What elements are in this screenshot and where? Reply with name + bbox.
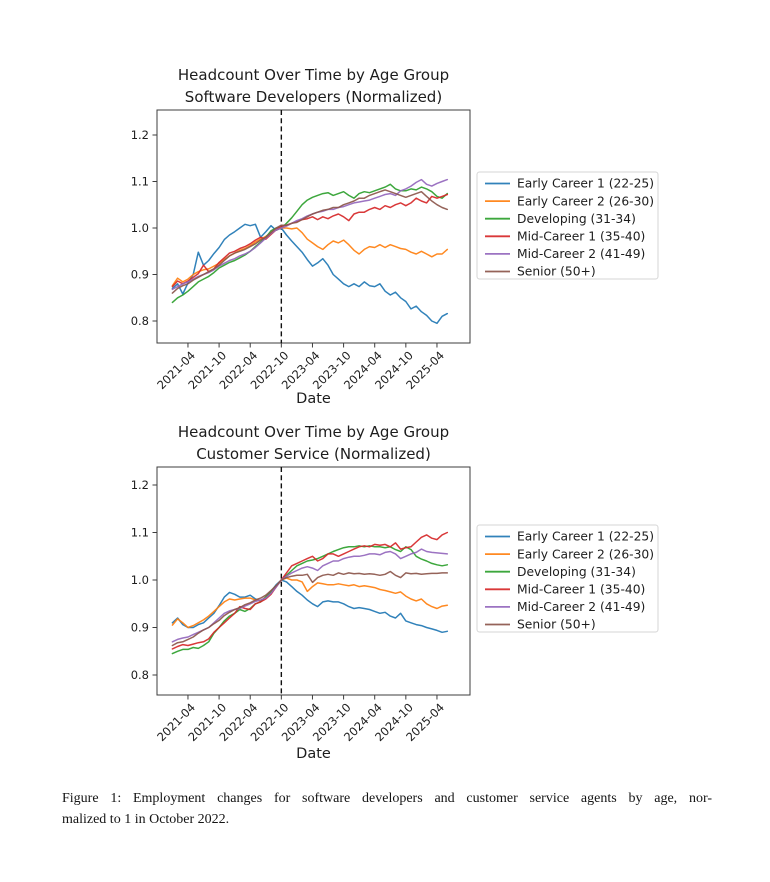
series-line-early-career-2-26-30 bbox=[171, 227, 449, 287]
legend-label: Early Career 2 (26-30) bbox=[517, 194, 654, 208]
chart-subtitle: Software Developers (Normalized) bbox=[185, 88, 442, 106]
legend-box bbox=[476, 171, 659, 280]
legend-label: Mid-Career 1 (35-40) bbox=[517, 583, 645, 597]
software-developers-normalized-chart: Headcount Over Time by Age Group Software… bbox=[131, 66, 659, 407]
chart-title: Headcount Over Time by Age Group bbox=[178, 66, 449, 84]
series-line-early-career-2-26-30 bbox=[171, 577, 449, 629]
legend-label: Developing (31-34) bbox=[517, 212, 636, 226]
series-line-developing-31-34 bbox=[171, 545, 449, 655]
y-tick-label: 1.0 bbox=[131, 221, 149, 235]
legend-label: Senior (50+) bbox=[517, 265, 596, 279]
legend-label: Mid-Career 1 (35-40) bbox=[517, 230, 645, 244]
series-line-mid-career-1-35-40 bbox=[171, 193, 449, 288]
series-line-early-career-1-22-25 bbox=[171, 223, 449, 325]
y-tick-label: 1.2 bbox=[131, 478, 149, 492]
y-tick-label: 1.0 bbox=[131, 573, 149, 587]
customer-service-normalized-chart: Headcount Over Time by Age Group Customer… bbox=[131, 423, 659, 762]
legend-label: Mid-Career 2 (41-49) bbox=[517, 247, 645, 261]
legend: Early Career 1 (22-25) Early Career 2 (26… bbox=[476, 171, 659, 280]
legend: Early Career 1 (22-25) Early Career 2 (26… bbox=[476, 524, 659, 633]
figure-charts: Headcount Over Time by Age Group Software… bbox=[131, 66, 659, 762]
legend-label: Developing (31-34) bbox=[517, 565, 636, 579]
legend-label: Mid-Career 2 (41-49) bbox=[517, 600, 645, 614]
legend-label: Early Career 1 (22-25) bbox=[517, 177, 654, 191]
plot-area bbox=[156, 109, 471, 344]
x-axis-label: Date bbox=[296, 391, 331, 407]
series-line-mid-career-2-41-49 bbox=[171, 548, 449, 643]
y-tick-label: 1.1 bbox=[131, 526, 149, 540]
y-tick-label: 1.1 bbox=[131, 175, 149, 189]
y-tick-label: 1.2 bbox=[131, 128, 149, 142]
series-line-mid-career-1-35-40 bbox=[171, 531, 449, 650]
y-tick-label: 0.9 bbox=[131, 621, 149, 635]
legend-label: Senior (50+) bbox=[517, 618, 596, 632]
chart-subtitle: Customer Service (Normalized) bbox=[196, 445, 431, 463]
plot-area bbox=[156, 466, 471, 696]
legend-label: Early Career 1 (22-25) bbox=[517, 530, 654, 544]
series-line-senior-50 bbox=[171, 570, 449, 647]
caption-line-1: Figure 1: Employment changes for softwar… bbox=[62, 791, 712, 806]
y-tick-label: 0.8 bbox=[131, 314, 149, 328]
chart-title: Headcount Over Time by Age Group bbox=[178, 423, 449, 441]
caption-line-2: malized to 1 in October 2022. bbox=[62, 812, 230, 827]
series-line-senior-50 bbox=[171, 189, 449, 294]
figure-caption: Figure 1: Employment changes for softwar… bbox=[62, 788, 712, 830]
legend-label: Early Career 2 (26-30) bbox=[517, 547, 654, 561]
x-axis-label: Date bbox=[296, 746, 331, 762]
legend-box bbox=[476, 524, 659, 633]
y-tick-label: 0.9 bbox=[131, 268, 149, 282]
y-tick-label: 0.8 bbox=[131, 668, 149, 682]
series-line-developing-31-34 bbox=[171, 183, 449, 304]
